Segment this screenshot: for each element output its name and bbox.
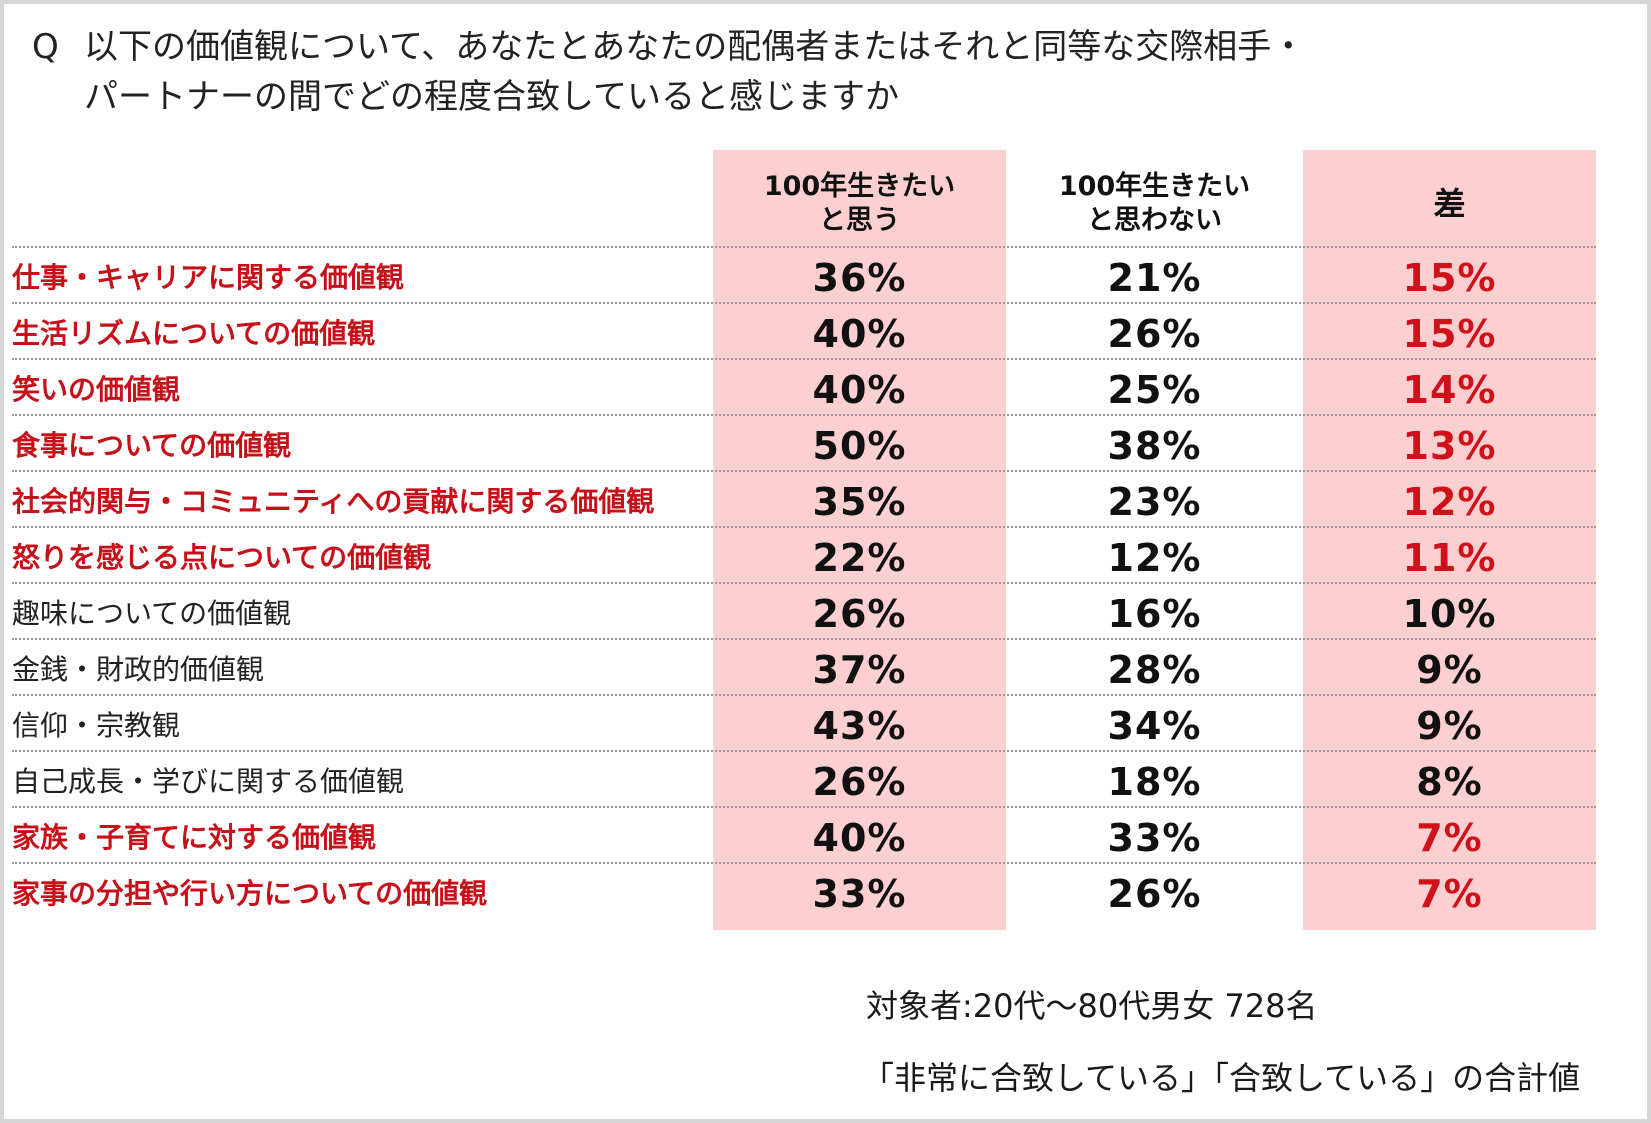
table-row: 食事についての価値観 50% 38% 13% xyxy=(12,414,1596,470)
value-difference: 15% xyxy=(1402,256,1497,300)
column-highlight-want xyxy=(713,150,1006,930)
column-header-label: 100年生きたい と思わない xyxy=(1058,171,1251,236)
value-difference: 14% xyxy=(1402,368,1497,412)
value-not-want-100: 34% xyxy=(1107,704,1202,748)
value-want-100: 43% xyxy=(812,704,907,748)
value-difference: 7% xyxy=(1416,816,1483,860)
question-text: 以下の価値観について、あなたとあなたの配偶者またはそれと同等な交際相手・ パート… xyxy=(84,22,1584,122)
value-want-100: 40% xyxy=(812,368,907,412)
row-label: 怒りを感じる点についての価値観 xyxy=(12,541,432,574)
value-difference: 7% xyxy=(1416,872,1483,916)
value-difference: 10% xyxy=(1402,592,1497,636)
definition-note: 「非常に合致している」「合致している」の合計値 xyxy=(862,1059,1581,1097)
value-difference: 12% xyxy=(1402,480,1497,524)
column-header-label: 差 xyxy=(1433,185,1466,223)
row-label: 自己成長・学びに関する価値観 xyxy=(12,765,405,798)
question-mark: Q xyxy=(32,27,59,67)
value-want-100: 35% xyxy=(812,480,907,524)
row-label: 家族・子育てに対する価値観 xyxy=(12,821,377,854)
value-difference: 9% xyxy=(1416,648,1483,692)
table-row: 社会的関与・コミュニティへの貢献に関する価値観 35% 23% 12% xyxy=(12,470,1596,526)
row-label: 家事の分担や行い方についての価値観 xyxy=(12,877,488,910)
column-highlight-diff xyxy=(1303,150,1596,930)
value-want-100: 33% xyxy=(812,872,907,916)
row-label: 仕事・キャリアに関する価値観 xyxy=(12,261,405,294)
row-label: 笑いの価値観 xyxy=(12,373,181,406)
value-not-want-100: 23% xyxy=(1107,480,1202,524)
column-header-want-100: 100年生きたい と思う xyxy=(713,168,1006,240)
value-want-100: 40% xyxy=(812,816,907,860)
table-row: 生活リズムについての価値観 40% 26% 15% xyxy=(12,302,1596,358)
row-label: 趣味についての価値観 xyxy=(12,597,292,630)
table-row: 趣味についての価値観 26% 16% 10% xyxy=(12,582,1596,638)
value-want-100: 22% xyxy=(812,536,907,580)
value-want-100: 36% xyxy=(812,256,907,300)
value-not-want-100: 38% xyxy=(1107,424,1202,468)
value-want-100: 50% xyxy=(812,424,907,468)
table-row: 仕事・キャリアに関する価値観 36% 21% 15% xyxy=(12,246,1596,302)
row-label: 信仰・宗教観 xyxy=(12,709,181,742)
table-row: 信仰・宗教観 43% 34% 9% xyxy=(12,694,1596,750)
value-difference: 13% xyxy=(1402,424,1497,468)
value-not-want-100: 18% xyxy=(1107,760,1202,804)
table-row: 笑いの価値観 40% 25% 14% xyxy=(12,358,1596,414)
value-difference: 9% xyxy=(1416,704,1483,748)
table-row: 自己成長・学びに関する価値観 26% 18% 8% xyxy=(12,750,1596,806)
subjects-note: 対象者:20代～80代男女 728名 xyxy=(866,987,1318,1025)
value-want-100: 26% xyxy=(812,760,907,804)
value-want-100: 40% xyxy=(812,312,907,356)
row-label: 食事についての価値観 xyxy=(12,429,292,462)
table-row: 金銭・財政的価値観 37% 28% 9% xyxy=(12,638,1596,694)
value-not-want-100: 21% xyxy=(1107,256,1202,300)
value-difference: 8% xyxy=(1416,760,1483,804)
value-not-want-100: 26% xyxy=(1107,312,1202,356)
question-line-2: パートナーの間でどの程度合致していると感じますか xyxy=(84,77,899,117)
column-header-label: 100年生きたい と思う xyxy=(763,171,956,236)
table-row: 家族・子育てに対する価値観 40% 33% 7% xyxy=(12,806,1596,862)
value-not-want-100: 12% xyxy=(1107,536,1202,580)
value-not-want-100: 16% xyxy=(1107,592,1202,636)
question-line-1: 以下の価値観について、あなたとあなたの配偶者またはそれと同等な交際相手・ xyxy=(84,27,1306,67)
value-not-want-100: 26% xyxy=(1107,872,1202,916)
value-difference: 11% xyxy=(1402,536,1497,580)
column-header-difference: 差 xyxy=(1303,168,1596,240)
row-label: 金銭・財政的価値観 xyxy=(12,653,265,686)
value-want-100: 26% xyxy=(812,592,907,636)
value-want-100: 37% xyxy=(812,648,907,692)
table-row: 怒りを感じる点についての価値観 22% 12% 11% xyxy=(12,526,1596,582)
value-difference: 15% xyxy=(1402,312,1497,356)
value-not-want-100: 25% xyxy=(1107,368,1202,412)
value-not-want-100: 33% xyxy=(1107,816,1202,860)
column-header-not-want-100: 100年生きたい と思わない xyxy=(1006,168,1303,240)
table-row: 家事の分担や行い方についての価値観 33% 26% 7% xyxy=(12,862,1596,918)
value-not-want-100: 28% xyxy=(1107,648,1202,692)
row-label: 社会的関与・コミュニティへの貢献に関する価値観 xyxy=(12,485,655,518)
row-label: 生活リズムについての価値観 xyxy=(12,317,376,350)
